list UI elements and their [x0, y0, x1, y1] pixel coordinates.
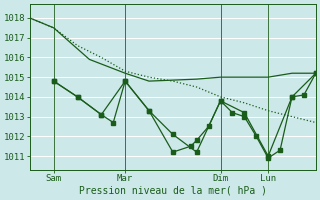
X-axis label: Pression niveau de la mer( hPa ): Pression niveau de la mer( hPa ) — [79, 186, 267, 196]
